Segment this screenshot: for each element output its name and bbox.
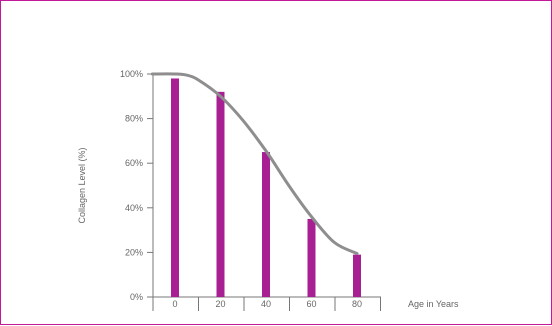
y-axis-label: Collagen Level (%) — [77, 147, 87, 223]
y-tick-label: 20% — [125, 247, 143, 257]
x-tick-label: 60 — [306, 299, 316, 309]
x-axis: 0 20 40 60 80 — [152, 296, 381, 311]
bar — [262, 152, 270, 297]
y-axis: 0% 20% 40% 60% 80% 100% — [120, 69, 154, 302]
y-tick-label: 100% — [120, 69, 143, 79]
x-tick-label: 80 — [352, 299, 362, 309]
bars — [171, 78, 361, 298]
bar — [353, 254, 361, 297]
x-tick-label: 0 — [172, 299, 177, 309]
bar — [216, 91, 225, 297]
y-tick-label: 80% — [125, 114, 143, 124]
y-tick-label: 40% — [125, 203, 143, 213]
y-tick-label: 0% — [130, 292, 143, 302]
x-tick-label: 20 — [215, 299, 225, 309]
curve-line — [150, 72, 359, 255]
x-axis-label: Age in Years — [408, 299, 459, 309]
x-tick-label: 40 — [261, 299, 271, 309]
bar — [307, 218, 316, 297]
y-tick-label: 60% — [125, 158, 143, 168]
bar — [171, 78, 179, 298]
trend-curve — [150, 72, 359, 255]
